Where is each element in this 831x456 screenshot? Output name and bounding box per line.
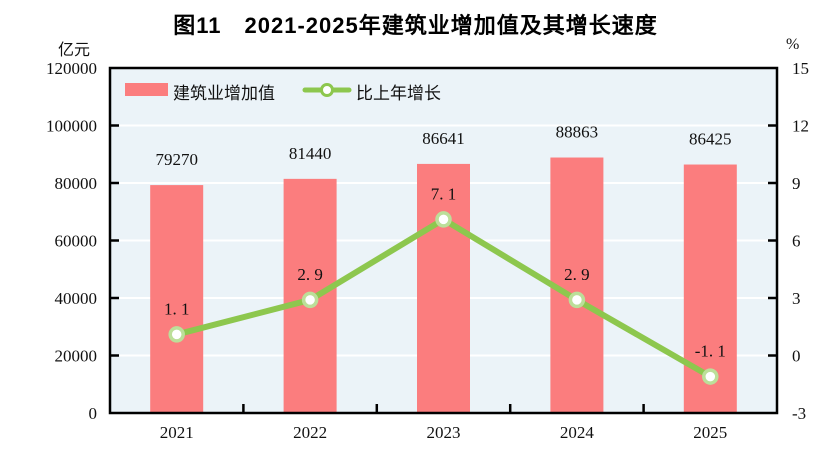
left-axis-tick-label: 0 bbox=[89, 404, 98, 423]
bar-value-label: 86425 bbox=[689, 130, 732, 149]
left-axis-tick-label: 80000 bbox=[55, 174, 98, 193]
bar-2024 bbox=[550, 157, 604, 413]
legend-swatch-bar bbox=[125, 83, 168, 96]
left-axis-tick-label: 120000 bbox=[46, 59, 97, 78]
bar-value-label: 88863 bbox=[556, 123, 599, 142]
growth-point-2025 bbox=[702, 368, 719, 385]
growth-value-label: -1. 1 bbox=[695, 342, 726, 361]
growth-value-label: 2. 9 bbox=[564, 265, 590, 284]
right-axis-tick-label: 9 bbox=[792, 174, 801, 193]
plot-frame bbox=[108, 66, 779, 415]
bar-value-label: 86641 bbox=[422, 129, 465, 148]
growth-point-2024 bbox=[568, 291, 586, 309]
left-axis-tick-label: 40000 bbox=[55, 289, 98, 308]
growth-value-label: 7. 1 bbox=[431, 184, 457, 203]
growth-point-2023 bbox=[435, 211, 452, 228]
bar-value-label: 81440 bbox=[289, 144, 332, 163]
right-axis-unit: % bbox=[786, 36, 800, 53]
growth-value-label: 2. 9 bbox=[297, 265, 323, 284]
bar-2023 bbox=[417, 163, 470, 413]
x-axis-label: 2023 bbox=[427, 423, 461, 442]
x-axis-label: 2022 bbox=[293, 423, 327, 442]
right-axis-tick-label: 12 bbox=[792, 117, 809, 136]
right-axis-tick-label: 0 bbox=[792, 347, 801, 366]
x-axis-label: 2024 bbox=[560, 423, 595, 442]
growth-value-label: 1. 1 bbox=[164, 299, 190, 318]
x-axis-label: 2025 bbox=[693, 423, 727, 442]
growth-point-2021 bbox=[168, 326, 185, 343]
right-axis-tick-label: -3 bbox=[792, 404, 806, 423]
left-axis-tick-label: 100000 bbox=[46, 117, 97, 136]
legend-label-bar-series: 建筑业增加值 bbox=[173, 84, 275, 103]
bar-2021 bbox=[150, 185, 204, 413]
left-axis-tick-label: 60000 bbox=[55, 232, 98, 251]
bar-value-label: 79270 bbox=[155, 150, 198, 169]
right-axis-tick-label: 3 bbox=[792, 289, 801, 308]
left-axis-tick-label: 20000 bbox=[55, 347, 98, 366]
right-axis-tick-label: 6 bbox=[792, 232, 801, 251]
legend-swatch-marker bbox=[320, 83, 334, 97]
right-axis-tick-label: 15 bbox=[792, 59, 809, 78]
chart-title: 图11 2021-2025年建筑业增加值及其增长速度 bbox=[173, 13, 658, 38]
legend-label-line-series: 比上年增长 bbox=[356, 84, 441, 103]
x-axis-label: 2021 bbox=[160, 423, 194, 442]
growth-point-2022 bbox=[301, 291, 319, 309]
left-axis-unit: 亿元 bbox=[57, 42, 90, 59]
